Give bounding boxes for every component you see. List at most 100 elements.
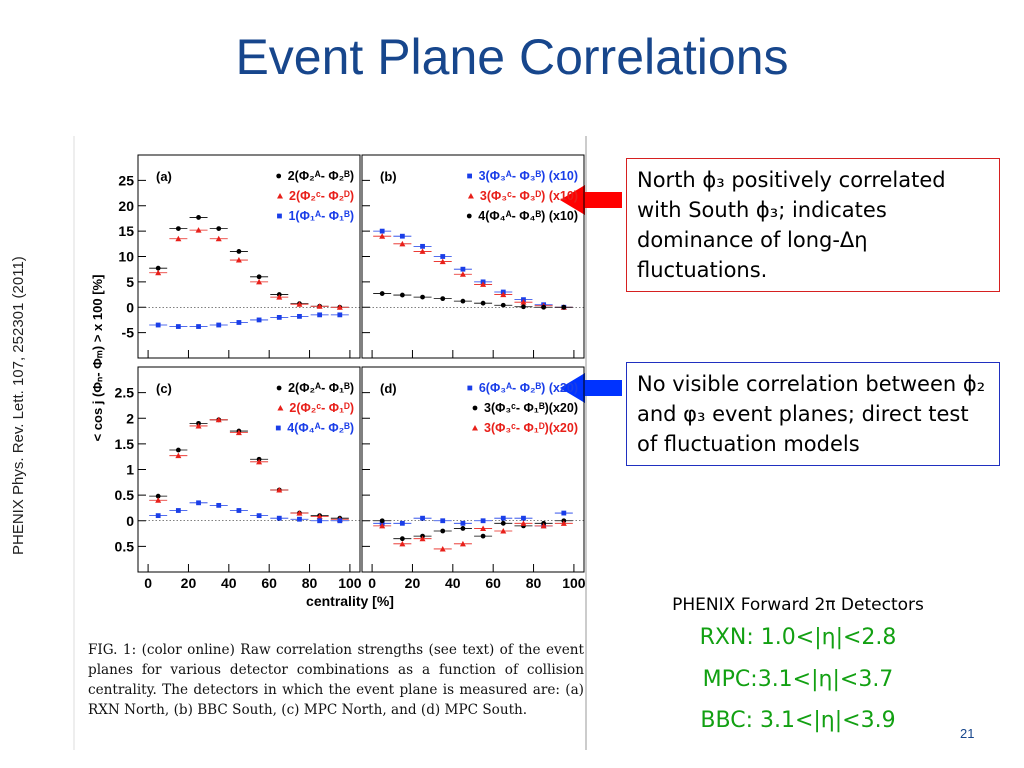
point (420, 515, 425, 521)
page-number: 21 (960, 726, 975, 741)
point (155, 497, 162, 503)
point (459, 271, 466, 277)
y-tick-label: 0.5 (115, 487, 135, 503)
point (196, 215, 201, 220)
point (480, 518, 486, 524)
point (196, 500, 201, 506)
point (317, 518, 323, 524)
legend-marker (277, 213, 282, 219)
x-tick-label: 20 (405, 575, 421, 591)
panel-frame (361, 154, 585, 359)
point (520, 299, 527, 305)
y-axis-label: < cos j (Φₙ- Φₘ) > x 100 [%] (90, 275, 105, 442)
point (480, 300, 486, 306)
point (439, 258, 446, 265)
point (256, 274, 262, 280)
point (296, 510, 303, 516)
point (399, 240, 406, 247)
detector-line: MPC:3.1<|η|<3.7 (702, 667, 894, 692)
point (175, 452, 182, 459)
panel-frame (137, 366, 361, 573)
point (216, 502, 222, 508)
point (460, 266, 466, 272)
point (399, 292, 405, 298)
x-tick-label: 40 (445, 575, 461, 591)
point (297, 516, 302, 522)
x-tick-label: 20 (181, 575, 197, 591)
point (155, 269, 162, 276)
y-tick-label: 0 (126, 299, 134, 315)
point (276, 294, 283, 300)
point (297, 313, 302, 319)
y-tick-label: 1.5 (115, 436, 135, 452)
panel-frame (361, 366, 585, 573)
point (155, 322, 161, 328)
legend-marker (472, 405, 478, 411)
y-tick-label: 2 (126, 410, 134, 426)
point (155, 265, 161, 271)
legend-entry: 2(Φ₂ᴬ- Φ₁ᴮ) (288, 381, 354, 395)
point (216, 322, 222, 328)
point (256, 513, 262, 519)
point (440, 296, 446, 302)
point (460, 526, 466, 531)
x-tick-label: 60 (261, 575, 277, 591)
panel-frame (137, 154, 361, 359)
point (521, 304, 526, 310)
point (336, 304, 343, 310)
point (316, 513, 323, 520)
x-tick-label: 60 (485, 575, 501, 591)
point (500, 520, 506, 526)
point (256, 278, 263, 285)
point (439, 545, 446, 552)
point (236, 508, 242, 513)
point (520, 520, 527, 526)
legend-marker (275, 425, 281, 431)
point (175, 226, 181, 231)
y-tick-label: 2.5 (115, 385, 135, 401)
point (561, 304, 567, 310)
x-tick-label: 0 (368, 575, 376, 591)
point (379, 291, 385, 296)
point (195, 227, 202, 233)
y-tick-label: 20 (118, 198, 134, 214)
point (440, 254, 446, 259)
legend-entry: 3(Φ₃ᶜ- Φ₃ᴰ) (x10) (480, 189, 578, 203)
legend-entry: 2(Φ₂ᶜ- Φ₁ᴰ) (289, 401, 354, 415)
point (379, 518, 385, 524)
legend-marker (467, 173, 472, 179)
arrow (560, 185, 622, 215)
point (236, 249, 242, 254)
y-tick-label: 0 (126, 513, 134, 529)
y-tick-label: -5 (122, 325, 135, 341)
x-axis-label: centrality [%] (306, 593, 394, 609)
point (379, 228, 385, 234)
x-tick-label: 40 (221, 575, 237, 591)
point (296, 301, 303, 307)
point (235, 429, 242, 436)
legend-entry: 4(Φ₄ᴬ- Φ₂ᴮ) (287, 421, 354, 435)
point (419, 248, 426, 254)
legend-entry: 3(Φ₃ᶜ- Φ₁ᴰ)(x20) (484, 421, 578, 435)
panel-label: (b) (380, 169, 397, 184)
x-tick-label: 100 (562, 575, 586, 591)
point (155, 493, 161, 499)
point (440, 518, 446, 524)
note-box: No visible correlation between ϕ₂ and φ₃… (626, 362, 1000, 466)
detector-line: BBC: 3.1<|η|<3.9 (700, 708, 896, 733)
y-tick-label: 15 (118, 223, 134, 239)
point (215, 416, 222, 423)
point (399, 520, 405, 526)
point (175, 447, 181, 453)
point (316, 303, 323, 309)
point (480, 533, 486, 539)
point (276, 487, 283, 493)
point (480, 525, 487, 531)
detector-line: RXN: 1.0<|η|<2.8 (699, 625, 897, 650)
panel-label: (c) (156, 381, 172, 396)
y-tick-label: 25 (118, 172, 134, 188)
point (216, 226, 222, 231)
legend-entry: 2(Φ₂ᶜ- Φ₂ᴰ) (289, 189, 354, 203)
point (459, 540, 466, 547)
